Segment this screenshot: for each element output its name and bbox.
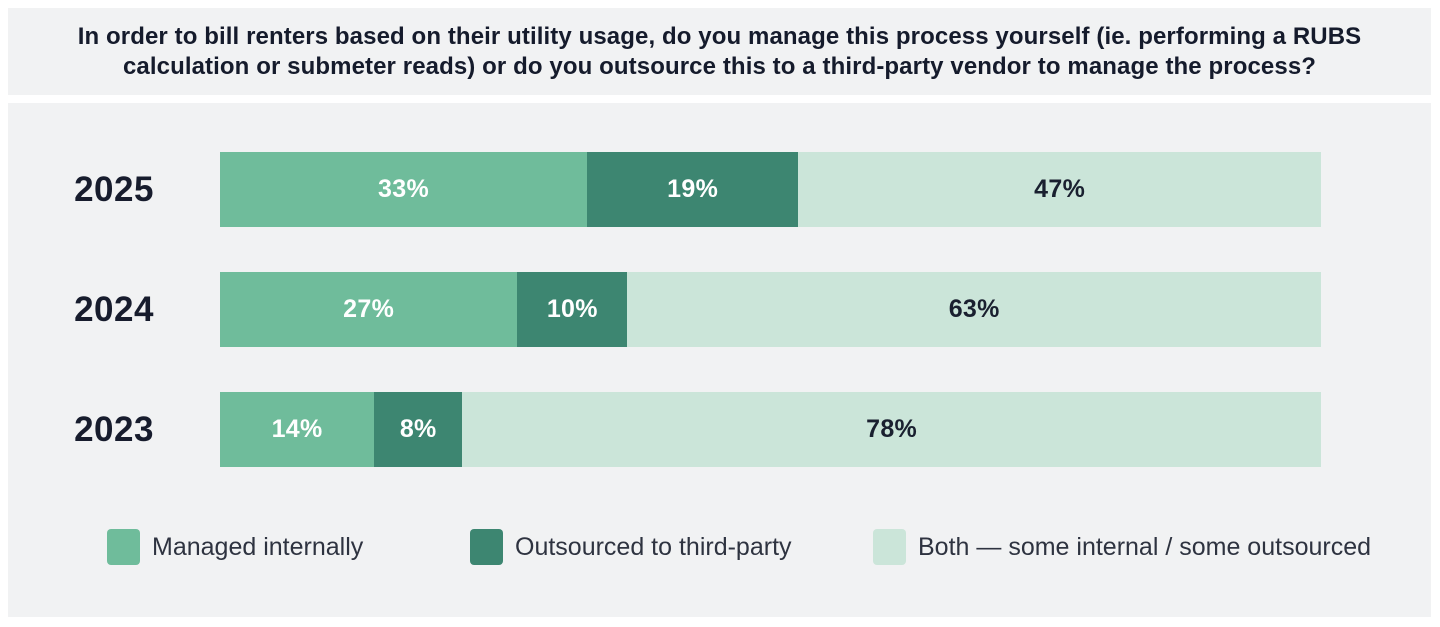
- bar-rows-container: 2025 33% 19% 47% 2024 27% 10% 63% 2023 14% 8% 78%: [8, 152, 1431, 467]
- legend-swatch: [107, 529, 140, 565]
- stacked-bar: 33% 19% 47%: [220, 152, 1321, 227]
- segment-value-label: 63%: [948, 295, 1000, 323]
- segment-value-label: 47%: [1034, 175, 1086, 203]
- chart-panel: 2025 33% 19% 47% 2024 27% 10% 63% 2023 14% 8% 78% M…: [8, 103, 1431, 617]
- legend-item: Managed internally: [107, 529, 470, 565]
- segment-value-label: 33%: [378, 175, 429, 203]
- chart-row: 2025 33% 19% 47%: [8, 152, 1431, 227]
- segment-value-label: 14%: [271, 415, 323, 443]
- bar-segment: 10%: [517, 272, 628, 347]
- stacked-bar: 14% 8% 78%: [220, 392, 1321, 467]
- stacked-bar: 27% 10% 63%: [220, 272, 1321, 347]
- bar-segment: 19%: [587, 152, 799, 227]
- chart-row: 2023 14% 8% 78%: [8, 392, 1431, 467]
- segment-value-label: 27%: [343, 295, 395, 323]
- legend-label: Outsourced to third-party: [515, 532, 792, 561]
- legend-label: Both — some internal / some outsourced: [918, 532, 1372, 561]
- bar-segment: 27%: [220, 272, 518, 347]
- legend-item: Outsourced to third-party: [470, 529, 873, 565]
- bar-segment: 8%: [374, 392, 463, 467]
- chart-row: 2024 27% 10% 63%: [8, 272, 1431, 347]
- title-band: In order to bill renters based on their …: [8, 8, 1431, 95]
- segment-value-label: 10%: [546, 295, 598, 323]
- year-label: 2023: [74, 409, 154, 449]
- bar-segment: 33%: [220, 152, 587, 227]
- bar-segment: 63%: [627, 272, 1321, 347]
- legend-item: Both — some internal / some outsourced: [873, 529, 1371, 565]
- legend-swatch: [470, 529, 503, 565]
- year-label: 2025: [74, 169, 154, 209]
- segment-value-label: 19%: [667, 175, 719, 203]
- year-label: 2024: [74, 289, 154, 329]
- chart-title: In order to bill renters based on their …: [77, 22, 1362, 80]
- legend-label: Managed internally: [152, 532, 364, 561]
- segment-value-label: 78%: [866, 415, 918, 443]
- bar-segment: 47%: [798, 152, 1321, 227]
- legend-swatch: [873, 529, 906, 565]
- bar-segment: 14%: [220, 392, 375, 467]
- bar-segment: 78%: [462, 392, 1321, 467]
- legend: Managed internally Outsourced to third-pa…: [8, 529, 1431, 565]
- segment-value-label: 8%: [399, 415, 437, 443]
